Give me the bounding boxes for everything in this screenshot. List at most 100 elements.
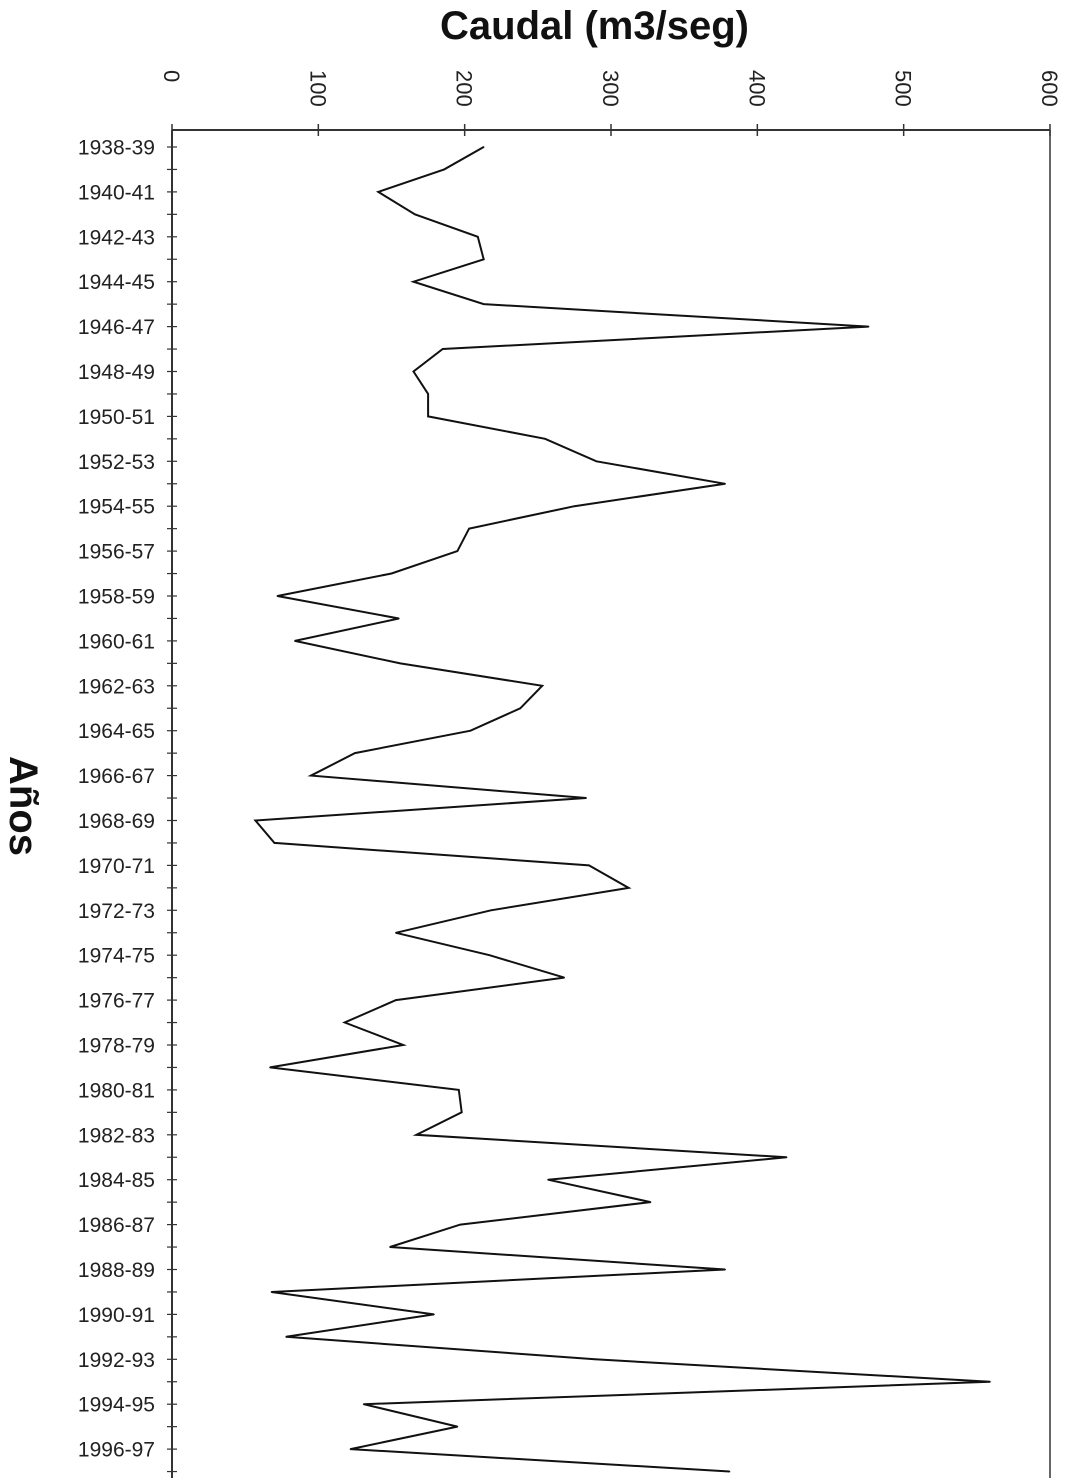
data-point <box>285 1336 287 1338</box>
data-point <box>269 1066 271 1069</box>
data-point <box>310 774 312 777</box>
data-point <box>354 752 356 754</box>
data-point <box>443 168 445 171</box>
y-tick-label: 1944-45 <box>78 271 155 294</box>
data-point <box>412 370 415 373</box>
y-tick-label: 1962-63 <box>78 675 155 698</box>
data-point <box>585 797 587 799</box>
data-point <box>433 1313 435 1316</box>
y-tick-label: 1964-65 <box>78 720 155 743</box>
data-point <box>488 954 491 956</box>
y-tick-label: 1948-49 <box>78 361 155 384</box>
data-point <box>349 1448 352 1450</box>
y-tick-label: 1966-67 <box>78 765 155 788</box>
data-point <box>412 280 415 283</box>
data-point <box>270 1291 273 1293</box>
data-point <box>594 1358 596 1361</box>
y-tick-label: 1968-69 <box>78 810 155 833</box>
y-tick-label: 1992-93 <box>78 1349 155 1372</box>
y-tick-label: 1950-51 <box>78 406 155 429</box>
y-tick-label: 1994-95 <box>78 1394 155 1417</box>
x-tick-label: 100 <box>305 70 330 107</box>
data-point <box>724 482 726 485</box>
y-tick-label: 1938-39 <box>78 137 155 160</box>
data-point <box>563 976 565 979</box>
y-tick-label: 1984-85 <box>78 1169 155 1192</box>
data-point <box>482 146 485 148</box>
data-point <box>547 1178 549 1181</box>
y-tick-label: 1990-91 <box>78 1304 155 1327</box>
data-point <box>544 438 546 440</box>
data-point <box>390 572 393 575</box>
data-point <box>276 595 279 597</box>
data-point <box>519 707 522 710</box>
y-tick-label: 1978-79 <box>78 1035 155 1058</box>
y-tick-label: 1988-89 <box>78 1259 155 1282</box>
caudal-series-line <box>253 146 991 1473</box>
y-tick-label: 1986-87 <box>78 1214 155 1237</box>
x-tick-label: 500 <box>891 70 916 107</box>
data-point <box>395 999 397 1001</box>
y-tick-label: 1946-47 <box>78 316 155 339</box>
data-point <box>362 1403 365 1405</box>
data-point <box>469 729 472 732</box>
y-tick-label: 1982-83 <box>78 1124 155 1147</box>
data-point <box>456 550 459 552</box>
x-tick-label: 300 <box>598 70 623 107</box>
data-point <box>482 303 485 305</box>
data-point <box>649 1201 652 1203</box>
data-point <box>459 1223 462 1226</box>
data-point <box>389 1246 391 1248</box>
y-tick-label: 1942-43 <box>78 226 155 249</box>
y-tick-label: 1958-59 <box>78 586 155 609</box>
data-point <box>541 685 544 687</box>
data-point <box>343 1021 346 1024</box>
data-point <box>785 1156 788 1159</box>
data-point <box>427 415 429 418</box>
y-tick-label: 1980-81 <box>78 1079 155 1102</box>
data-point <box>490 909 492 912</box>
data-point <box>867 325 870 328</box>
data-point <box>460 1111 463 1114</box>
y-tick-label: 1996-97 <box>78 1439 155 1462</box>
data-point <box>728 1470 731 1473</box>
y-tick-label: 1954-55 <box>78 496 155 519</box>
data-point <box>399 662 402 665</box>
data-point <box>402 1044 405 1046</box>
y-tick-label: 1970-71 <box>78 855 155 878</box>
data-point <box>254 819 257 822</box>
y-tick-label: 1940-41 <box>78 181 155 204</box>
x-tick-label: 400 <box>744 70 769 107</box>
data-point <box>273 842 276 844</box>
y-tick-label: 1956-57 <box>78 541 155 564</box>
y-tick-label: 1976-77 <box>78 990 155 1013</box>
x-tick-label: 0 <box>159 70 184 82</box>
data-point <box>377 191 380 193</box>
data-point <box>415 1134 418 1136</box>
data-point <box>482 258 485 261</box>
data-point <box>989 1380 991 1383</box>
y-tick-label: 1972-73 <box>78 900 155 923</box>
data-point <box>398 617 400 620</box>
x-tick-label: 600 <box>1037 70 1062 107</box>
data-point <box>441 348 444 350</box>
data-point <box>595 460 598 463</box>
x-axis-title: Caudal (m3/seg) <box>440 4 749 48</box>
x-tick-label: 200 <box>452 70 477 107</box>
data-point <box>724 1268 726 1271</box>
data-point <box>294 640 296 642</box>
data-point <box>427 393 429 395</box>
data-point <box>414 213 416 216</box>
data-point <box>627 887 630 889</box>
data-point <box>458 1089 460 1091</box>
y-tick-label: 1974-75 <box>78 945 155 968</box>
data-point <box>395 931 397 934</box>
data-point <box>468 527 470 530</box>
data-point <box>456 1425 459 1428</box>
y-tick-label: 1960-61 <box>78 630 155 653</box>
data-point <box>573 505 576 508</box>
data-point <box>588 864 590 867</box>
y-tick-label: 1952-53 <box>78 451 155 474</box>
data-point <box>477 236 479 238</box>
